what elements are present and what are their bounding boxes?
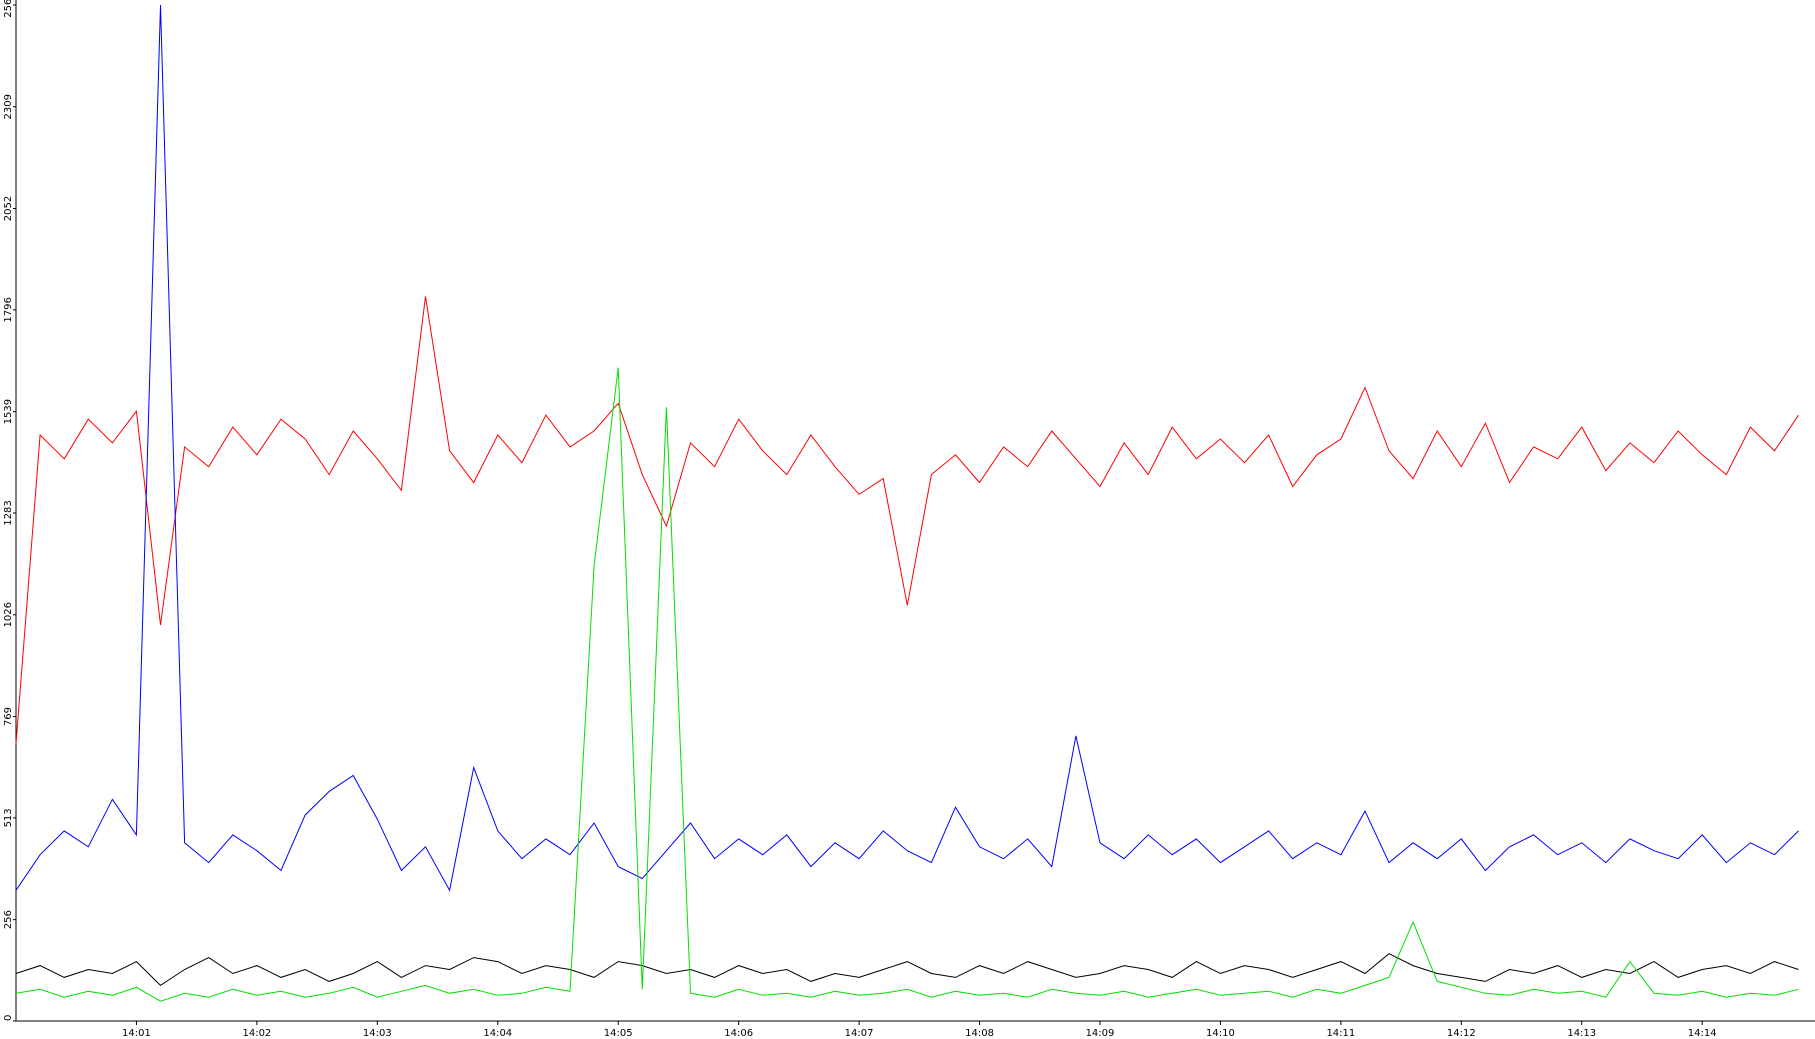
y-tick-label: 1796 — [3, 297, 14, 322]
x-tick-label: 14:03 — [363, 1028, 392, 1039]
y-tick-label: 2052 — [3, 196, 14, 221]
y-tick-label: 256 — [3, 910, 14, 929]
x-tick-label: 14:04 — [483, 1028, 512, 1039]
y-tick-label: 513 — [3, 808, 14, 827]
series-line — [15, 296, 1799, 744]
x-tick-label: 14:06 — [724, 1028, 753, 1039]
series-line — [15, 953, 1799, 987]
x-tick-label: 14:09 — [1086, 1028, 1115, 1039]
series-line — [15, 367, 1799, 1002]
x-tick-label: 14:12 — [1447, 1028, 1476, 1039]
y-tick-label: 1539 — [3, 399, 14, 424]
y-tick-label: 2566 — [3, 0, 14, 18]
y-tick-label: 0 — [3, 1015, 14, 1021]
x-tick-label: 14:14 — [1688, 1028, 1717, 1039]
y-tick-label: 769 — [3, 707, 14, 726]
x-tick-label: 14:08 — [965, 1028, 994, 1039]
x-tick-label: 14:01 — [122, 1028, 151, 1039]
y-tick-label: 1026 — [3, 602, 14, 627]
x-tick-label: 14:13 — [1567, 1028, 1596, 1039]
x-tick-label: 14:10 — [1206, 1028, 1235, 1039]
series-line — [15, 4, 1799, 892]
x-tick-label: 14:11 — [1326, 1028, 1355, 1039]
y-tick-label: 1283 — [3, 500, 14, 525]
x-tick-label: 14:05 — [604, 1028, 633, 1039]
x-tick-label: 14:07 — [845, 1028, 874, 1039]
y-tick-label: 2309 — [3, 94, 14, 119]
x-tick-label: 14:02 — [242, 1028, 271, 1039]
